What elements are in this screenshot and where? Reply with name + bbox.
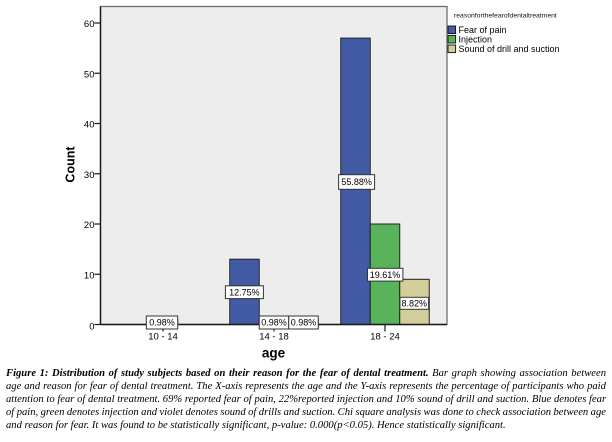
svg-text:Fear of pain: Fear of pain [459,25,507,35]
svg-text:50: 50 [84,69,95,80]
svg-text:20: 20 [84,220,95,231]
svg-text:19.61%: 19.61% [370,270,401,280]
svg-text:Sound of drill and suction: Sound of drill and suction [459,44,560,54]
svg-text:14 - 18: 14 - 18 [259,331,289,342]
svg-text:0: 0 [89,321,94,332]
svg-text:reasonforthefearofdentaltreatm: reasonforthefearofdentaltreatment [454,12,557,19]
svg-text:55.88%: 55.88% [341,177,372,187]
svg-text:30: 30 [84,170,95,181]
svg-text:age: age [262,345,286,360]
svg-text:12.75%: 12.75% [229,287,260,297]
svg-text:Injection: Injection [459,34,493,44]
svg-text:10: 10 [84,270,95,281]
svg-text:0.98%: 0.98% [291,318,317,328]
svg-text:Count: Count [64,146,78,183]
svg-text:40: 40 [84,120,95,131]
svg-text:0.98%: 0.98% [149,318,175,328]
svg-text:60: 60 [84,19,95,30]
svg-text:10 - 14: 10 - 14 [148,331,178,342]
svg-text:8.82%: 8.82% [402,299,428,309]
svg-text:0.98%: 0.98% [261,318,287,328]
svg-text:18 - 24: 18 - 24 [370,331,400,342]
